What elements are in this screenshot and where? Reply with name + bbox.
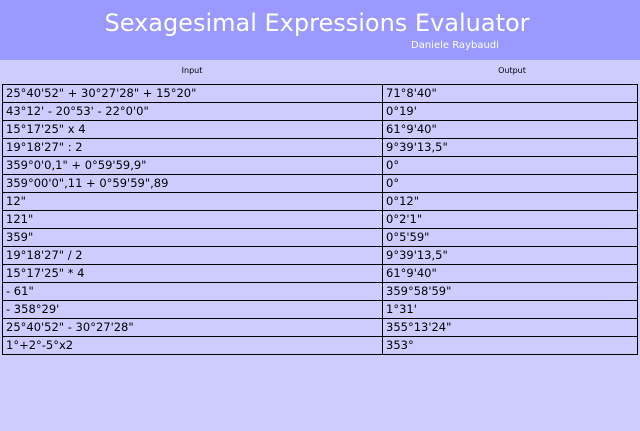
input-cell[interactable]: 121" xyxy=(3,211,383,229)
input-cell[interactable]: 359" xyxy=(3,229,383,247)
output-cell: 0°5'59" xyxy=(383,229,637,247)
table-row: 19°18'27" : 2 9°39'13,5" xyxy=(3,139,637,157)
input-cell[interactable]: - 358°29' xyxy=(3,301,383,319)
table-row: 359°0'0,1" + 0°59'59,9" 0° xyxy=(3,157,637,175)
table-row: 359°00'0",11 + 0°59'59",89 0° xyxy=(3,175,637,193)
input-cell[interactable]: - 61" xyxy=(3,283,383,301)
output-cell: 71°8'40" xyxy=(383,85,637,103)
input-cell[interactable]: 19°18'27" : 2 xyxy=(3,139,383,157)
table-row: 25°40'52" + 30°27'28" + 15°20" 71°8'40" xyxy=(3,85,637,103)
table-row: 15°17'25" x 4 61°9'40" xyxy=(3,121,637,139)
output-cell: 61°9'40" xyxy=(383,121,637,139)
output-cell: 0° xyxy=(383,175,637,193)
table-row: - 61" 359°58'59" xyxy=(3,283,637,301)
input-cell[interactable]: 43°12' - 20°53' - 22°0'0" xyxy=(3,103,383,121)
input-cell[interactable]: 25°40'52" + 30°27'28" + 15°20" xyxy=(3,85,383,103)
output-cell: 0° xyxy=(383,157,637,175)
output-cell: 0°2'1" xyxy=(383,211,637,229)
table-row: 121" 0°2'1" xyxy=(3,211,637,229)
output-cell: 1°31' xyxy=(383,301,637,319)
table-row: 19°18'27" / 2 9°39'13,5" xyxy=(3,247,637,265)
input-column-header: Input xyxy=(0,60,384,84)
output-column-header: Output xyxy=(384,60,640,84)
output-cell: 61°9'40" xyxy=(383,265,637,283)
input-cell[interactable]: 15°17'25" * 4 xyxy=(3,265,383,283)
output-cell: 359°58'59" xyxy=(383,283,637,301)
output-cell: 0°19' xyxy=(383,103,637,121)
expressions-table: 25°40'52" + 30°27'28" + 15°20" 71°8'40" 4… xyxy=(2,84,638,355)
input-cell[interactable]: 15°17'25" x 4 xyxy=(3,121,383,139)
page-title: Sexagesimal Expressions Evaluator xyxy=(104,9,530,37)
table-row: 359" 0°5'59" xyxy=(3,229,637,247)
table-row: 43°12' - 20°53' - 22°0'0" 0°19' xyxy=(3,103,637,121)
output-cell: 9°39'13,5" xyxy=(383,247,637,265)
output-cell: 9°39'13,5" xyxy=(383,139,637,157)
table-row: 25°40'52" - 30°27'28" 355°13'24" xyxy=(3,319,637,337)
output-cell: 355°13'24" xyxy=(383,319,637,337)
output-cell: 353° xyxy=(383,337,637,354)
author-name: Daniele Raybaudi xyxy=(411,40,499,51)
table-row: 12" 0°12" xyxy=(3,193,637,211)
table-row: - 358°29' 1°31' xyxy=(3,301,637,319)
app-header: Sexagesimal Expressions Evaluator Daniel… xyxy=(0,0,640,60)
input-cell[interactable]: 1°+2°-5°x2 xyxy=(3,337,383,354)
output-cell: 0°12" xyxy=(383,193,637,211)
table-row: 1°+2°-5°x2 353° xyxy=(3,337,637,354)
input-cell[interactable]: 12" xyxy=(3,193,383,211)
table-row: 15°17'25" * 4 61°9'40" xyxy=(3,265,637,283)
input-cell[interactable]: 359°0'0,1" + 0°59'59,9" xyxy=(3,157,383,175)
input-cell[interactable]: 359°00'0",11 + 0°59'59",89 xyxy=(3,175,383,193)
input-cell[interactable]: 25°40'52" - 30°27'28" xyxy=(3,319,383,337)
input-cell[interactable]: 19°18'27" / 2 xyxy=(3,247,383,265)
